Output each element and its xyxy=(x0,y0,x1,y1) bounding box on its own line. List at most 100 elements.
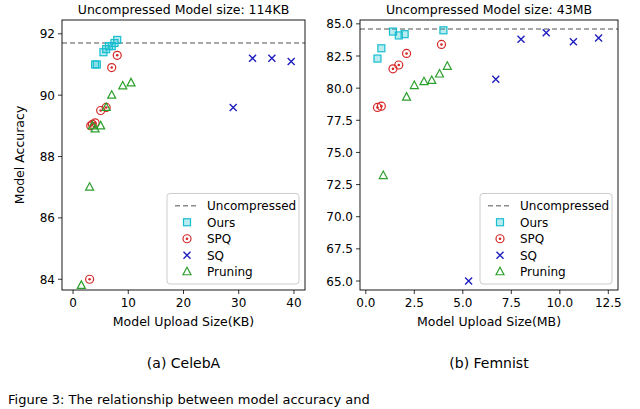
title: Uncompressed Model size: 43MB xyxy=(386,2,592,17)
point xyxy=(443,62,451,70)
point-dot xyxy=(105,106,108,109)
frame xyxy=(62,20,305,290)
panel: 0.02.55.07.510.012.565.067.570.072.575.0… xyxy=(326,2,621,371)
point-shape xyxy=(119,81,127,89)
legend-swatch xyxy=(175,205,199,206)
point-shape xyxy=(102,103,110,111)
point-shape xyxy=(97,121,105,129)
point-shape xyxy=(93,61,100,68)
point xyxy=(77,281,85,289)
legend-swatch xyxy=(496,267,504,275)
point xyxy=(119,81,127,89)
legend-label: Pruning xyxy=(520,265,566,279)
y-tick xyxy=(58,279,62,280)
point xyxy=(113,51,121,59)
reference-line xyxy=(360,28,618,29)
point-dot xyxy=(110,66,113,69)
point-dot xyxy=(392,68,395,71)
legend-label: SPQ xyxy=(207,232,231,246)
legend-label: Ours xyxy=(207,216,235,230)
point-shape xyxy=(420,77,428,85)
point xyxy=(108,64,116,72)
x-tick-label: 10 xyxy=(121,296,136,310)
y-tick xyxy=(356,152,360,153)
point-shape xyxy=(428,76,436,84)
point-dot xyxy=(186,237,189,240)
point-shape xyxy=(86,183,94,191)
point xyxy=(288,58,295,65)
point-shape xyxy=(378,45,385,52)
y-tick-label: 72.5 xyxy=(326,178,353,192)
point-shape xyxy=(403,93,411,101)
x-tick xyxy=(238,290,239,294)
y-tick-label: 92 xyxy=(40,27,55,41)
point-shape xyxy=(184,252,191,259)
legend: UncompressedOursSPQSQPruning xyxy=(167,194,299,285)
point-dot xyxy=(440,43,443,46)
point xyxy=(437,40,445,48)
legend-swatch xyxy=(184,219,191,226)
point-shape xyxy=(465,278,472,285)
point-shape xyxy=(183,267,191,275)
y-tick xyxy=(356,88,360,89)
point xyxy=(102,103,110,111)
point xyxy=(465,278,472,285)
x-tick xyxy=(293,290,294,294)
x-axis-label: Model Upload Size(KB) xyxy=(113,314,254,329)
y-tick xyxy=(58,95,62,96)
x-tick-label: 10.0 xyxy=(546,296,573,310)
point-shape xyxy=(113,51,121,59)
panel: 0102030408486889092Uncompressed Model si… xyxy=(12,2,305,371)
x-tick-label: 20 xyxy=(176,296,191,310)
x-tick xyxy=(183,290,184,294)
x-tick xyxy=(414,290,415,294)
point-shape xyxy=(543,29,550,36)
point xyxy=(86,275,94,283)
point xyxy=(403,49,411,57)
point-shape xyxy=(374,55,381,62)
plot-area xyxy=(62,36,305,288)
y-tick xyxy=(356,56,360,57)
point xyxy=(420,77,428,85)
point-shape xyxy=(496,235,504,243)
point xyxy=(374,55,381,62)
legend-label: SPQ xyxy=(520,232,544,246)
y-tick-label: 65.0 xyxy=(326,275,353,289)
x-axis-label: Model Upload Size(MB) xyxy=(417,314,561,329)
y-tick xyxy=(356,184,360,185)
point-shape xyxy=(108,64,116,72)
point xyxy=(440,27,447,34)
point xyxy=(492,76,499,83)
x-tick xyxy=(462,290,463,294)
point xyxy=(268,55,275,62)
x-tick xyxy=(365,290,366,294)
point xyxy=(102,103,110,111)
x-tick-label: 40 xyxy=(286,296,301,310)
point-shape xyxy=(443,62,451,70)
point-shape xyxy=(102,103,110,111)
title: Uncompressed Model size: 114KB xyxy=(78,2,289,17)
point-shape xyxy=(401,31,408,38)
point xyxy=(127,78,135,86)
x-tick-label: 5.0 xyxy=(453,296,472,310)
point-dot xyxy=(88,278,91,281)
y-tick-label: 75.0 xyxy=(326,146,353,160)
x-tick-label: 12.5 xyxy=(595,296,622,310)
point-shape xyxy=(127,78,135,86)
x-tick xyxy=(128,290,129,294)
point xyxy=(378,45,385,52)
legend: UncompressedOursSPQSQPruning xyxy=(480,194,612,285)
point-shape xyxy=(288,58,295,65)
point xyxy=(518,36,525,43)
point xyxy=(428,76,436,84)
point xyxy=(93,61,100,68)
y-tick-label: 84 xyxy=(40,273,55,287)
point xyxy=(543,29,550,36)
legend-label: Uncompressed xyxy=(520,199,609,213)
point xyxy=(377,102,385,110)
point-shape xyxy=(492,76,499,83)
point-shape xyxy=(497,252,504,259)
legend-swatch xyxy=(496,235,504,243)
point xyxy=(86,183,94,191)
point xyxy=(595,35,602,42)
